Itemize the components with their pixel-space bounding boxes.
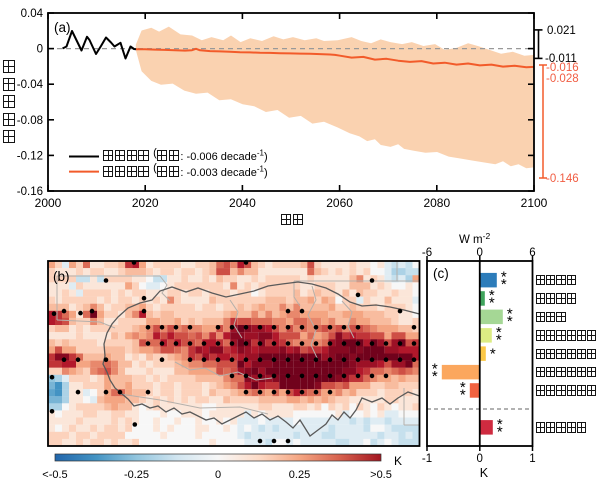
svg-text:1: 1 — [529, 453, 535, 465]
svg-text:0: 0 — [37, 44, 43, 56]
svg-text:*: * — [501, 276, 507, 293]
svg-text:-0.08: -0.08 — [17, 115, 43, 127]
svg-text:-0.12: -0.12 — [17, 150, 43, 162]
svg-text:-0.04: -0.04 — [17, 79, 44, 91]
svg-text:*: * — [496, 331, 502, 348]
svg-text:*: * — [490, 346, 496, 363]
svg-text:K: K — [480, 466, 489, 480]
svg-text:-0.028: -0.028 — [546, 73, 579, 85]
svg-text:>0.5: >0.5 — [370, 469, 392, 481]
svg-text:K: K — [394, 454, 402, 468]
svg-text:0.25: 0.25 — [289, 469, 310, 481]
svg-text:*: * — [489, 287, 495, 304]
svg-text:0: 0 — [477, 453, 483, 465]
svg-text:(a): (a) — [54, 20, 71, 35]
svg-text:-0.16: -0.16 — [17, 186, 43, 198]
svg-text:-0.011: -0.011 — [545, 53, 577, 65]
svg-text:2020: 2020 — [132, 196, 159, 210]
svg-text:W m-2: W m-2 — [459, 232, 490, 246]
svg-text:*: * — [460, 387, 466, 404]
svg-text:*: * — [432, 368, 438, 385]
svg-text:2080: 2080 — [423, 196, 450, 210]
svg-text:<-0.5: <-0.5 — [42, 469, 67, 481]
svg-text:(b): (b) — [53, 269, 70, 284]
svg-text:*: * — [497, 416, 503, 433]
svg-text:-1: -1 — [422, 453, 432, 465]
svg-text:*: * — [460, 379, 466, 396]
svg-text:2040: 2040 — [229, 196, 256, 210]
svg-text:2000: 2000 — [35, 196, 62, 210]
svg-text:*: * — [501, 269, 507, 286]
svg-text:0.04: 0.04 — [21, 8, 44, 20]
svg-text:6: 6 — [529, 247, 535, 259]
svg-text:2100: 2100 — [521, 196, 548, 210]
svg-text:-6: -6 — [422, 247, 432, 259]
svg-text:0: 0 — [477, 247, 483, 259]
svg-text:*: * — [496, 324, 502, 341]
svg-text:*: * — [489, 295, 495, 312]
svg-text:*: * — [497, 423, 503, 440]
svg-text:*: * — [432, 361, 438, 378]
svg-text:0: 0 — [215, 469, 221, 481]
svg-text:-0.146: -0.146 — [546, 173, 579, 185]
svg-text:*: * — [507, 313, 513, 330]
svg-text:*: * — [507, 305, 513, 322]
svg-text:2060: 2060 — [326, 196, 353, 210]
svg-text:-0.016: -0.016 — [546, 62, 579, 74]
svg-text:-0.25: -0.25 — [124, 469, 149, 481]
svg-text:(c): (c) — [433, 266, 449, 281]
svg-text:0.021: 0.021 — [547, 25, 576, 37]
